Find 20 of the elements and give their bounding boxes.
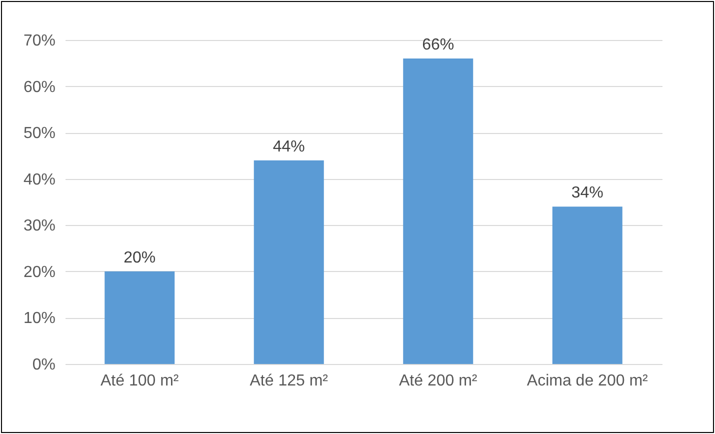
data-label: 20% [124,249,156,266]
y-tick-label: 60% [23,78,56,96]
y-tick-label: 10% [23,310,56,328]
y-tick-label: 40% [23,171,56,188]
y-tick-label: 50% [23,125,56,142]
bar [552,206,622,364]
y-tick-label: 30% [23,218,56,235]
data-label: 44% [272,138,305,156]
y-tick-label: 20% [23,264,56,281]
x-tick-label: Até 125 m² [250,372,329,390]
x-tick-label: Até 200 m² [398,372,478,390]
bar [403,58,474,364]
data-label: 34% [571,184,604,202]
x-tick-label: Acima de 200 m² [526,372,649,390]
y-tick-label: 0% [32,356,56,374]
bar [254,160,324,364]
data-label: 66% [422,36,454,54]
y-tick-label: 70% [23,32,56,50]
x-tick-label: Até 100 m² [100,372,180,390]
bar [104,271,175,364]
